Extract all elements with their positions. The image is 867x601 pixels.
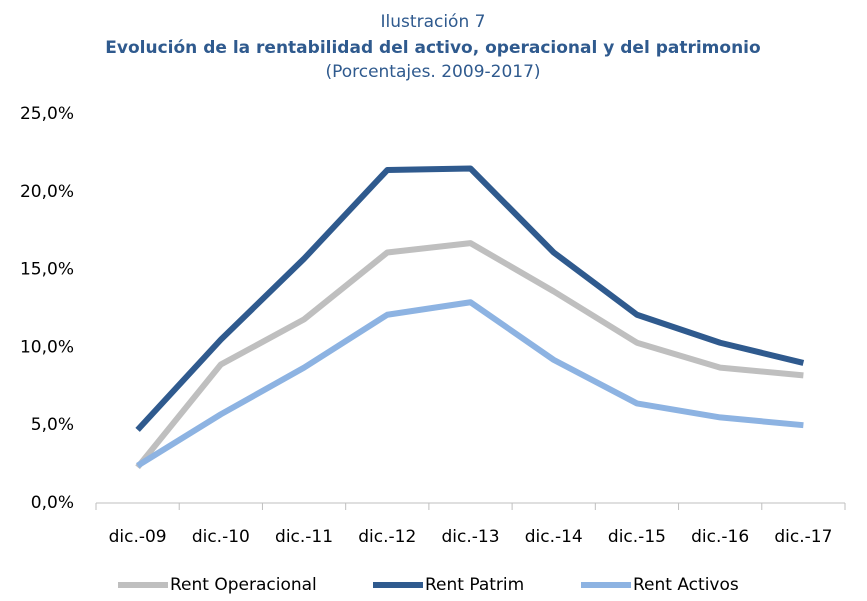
x-tick-label: dic.-13 xyxy=(441,527,499,547)
legend-label: Rent Operacional xyxy=(170,575,317,595)
y-tick-label: 15,0% xyxy=(20,260,74,280)
chart-label: Ilustración 7 xyxy=(381,12,486,32)
chart-subtitle: (Porcentajes. 2009-2017) xyxy=(325,62,540,82)
line-series xyxy=(135,165,805,432)
y-tick-label: 0,0% xyxy=(31,493,74,513)
y-tick-label: 5,0% xyxy=(31,415,74,435)
x-tick-label: dic.-11 xyxy=(275,527,333,547)
line-series xyxy=(135,240,804,470)
x-tick-label: dic.-12 xyxy=(358,527,416,547)
y-tick-label: 10,0% xyxy=(20,337,74,357)
x-tick-label: dic.-10 xyxy=(192,527,250,547)
y-tick-label: 25,0% xyxy=(20,104,74,124)
legend-label: Rent Patrim xyxy=(425,575,524,595)
x-tick-label: dic.-09 xyxy=(109,527,167,547)
x-tick-label: dic.-14 xyxy=(525,527,583,547)
x-tick-label: dic.-16 xyxy=(691,527,749,547)
x-tick-label: dic.-15 xyxy=(608,527,666,547)
legend-label: Rent Activos xyxy=(633,575,739,595)
y-tick-label: 20,0% xyxy=(20,182,74,202)
line-series xyxy=(136,299,804,469)
x-tick-label: dic.-17 xyxy=(774,527,832,547)
chart-title: Evolución de la rentabilidad del activo,… xyxy=(105,38,760,58)
